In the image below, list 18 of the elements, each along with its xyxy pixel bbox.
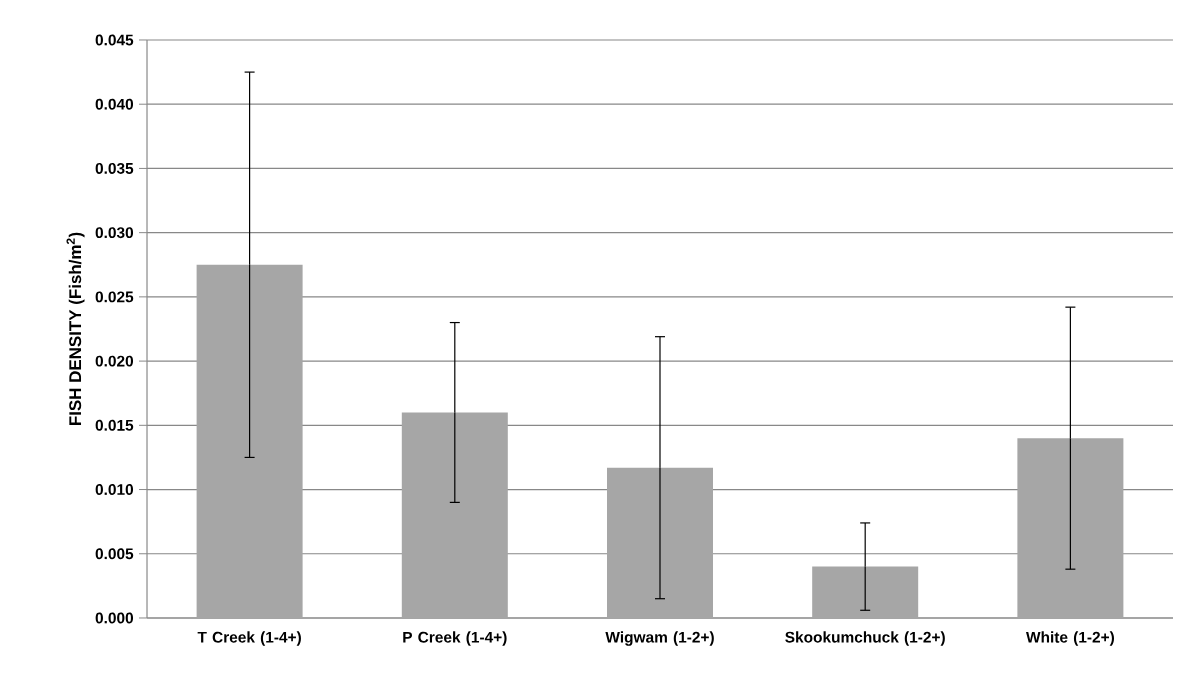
x-tick-label: P Creek (1-4+) xyxy=(403,631,507,646)
bar xyxy=(401,412,508,618)
x-tick-label: T Creek (1-4+) xyxy=(197,631,301,646)
y-tick-label: 0.010 xyxy=(95,484,134,496)
y-tick-label: 0.025 xyxy=(95,291,134,303)
x-tick-label: Skookumchuck (1-2+) xyxy=(785,631,945,646)
bar xyxy=(812,566,919,618)
y-tick-label: 0.030 xyxy=(95,227,134,239)
y-tick-label: 0.035 xyxy=(95,162,134,174)
y-tick-label: 0.005 xyxy=(95,548,134,560)
y-axis-title: FISH DENSITY (Fish/m$^{2}$) xyxy=(66,232,85,426)
x-tick-label: White (1-2+) xyxy=(1026,631,1115,646)
y-tick-label: 0.000 xyxy=(95,612,134,624)
y-tick-label: 0.020 xyxy=(95,355,134,367)
y-tick-label: 0.040 xyxy=(95,98,134,110)
y-tick-label: 0.015 xyxy=(95,419,134,431)
y-tick-label: 0.045 xyxy=(95,34,134,46)
x-tick-label: Wigwam (1-2+) xyxy=(605,631,714,646)
